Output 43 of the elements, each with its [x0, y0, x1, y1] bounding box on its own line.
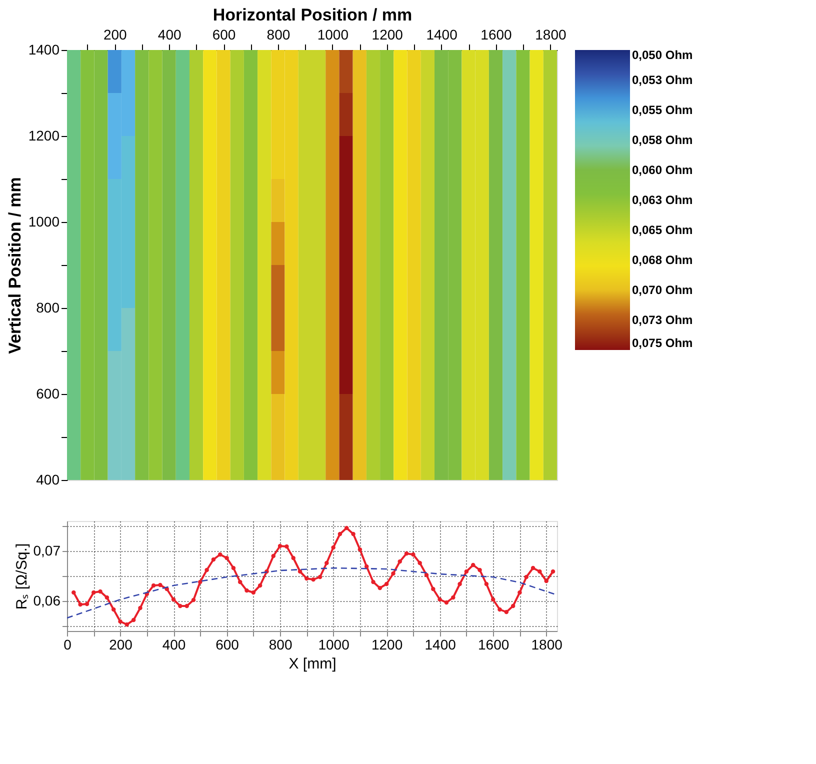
x-axis-title: Horizontal Position / mm: [212, 6, 412, 24]
y-tick-label: 0,06: [33, 592, 61, 608]
y-tick-label: 600: [36, 386, 60, 402]
x-tick-label: 1600: [480, 26, 512, 42]
color-bar-label: 0,058 Ohm: [632, 133, 693, 147]
x-tick-label: 1200: [372, 26, 404, 42]
y-tick-label: 0,07: [33, 542, 61, 558]
color-bar-label: 0,063 Ohm: [632, 193, 693, 207]
x-axis-title: X [mm]: [288, 656, 336, 672]
color-bar-label: 0,050 Ohm: [632, 48, 693, 62]
color-bar-label: 0,055 Ohm: [632, 103, 693, 117]
color-bar-label: 0,068 Ohm: [632, 253, 693, 267]
x-tick-label: 1800: [531, 636, 563, 652]
x-tick-label: 1800: [535, 26, 566, 42]
x-tick-label: 1000: [317, 26, 349, 42]
x-tick-label: 0: [64, 636, 72, 652]
color-bar-label: 0,060 Ohm: [632, 163, 693, 177]
x-tick-label: 1200: [371, 636, 403, 652]
line-series: [67, 567, 557, 619]
color-bar-label: 0,073 Ohm: [632, 313, 693, 327]
color-bar-label: 0,053 Ohm: [632, 73, 693, 87]
y-axis-title: Rₛ [Ω/Sq.]: [13, 543, 30, 610]
x-tick-label: 400: [162, 636, 186, 652]
y-tick-label: 1000: [28, 214, 60, 230]
color-bar-label: 0,075 Ohm: [632, 336, 693, 350]
x-tick-label: 1400: [426, 26, 458, 42]
x-tick-label: 400: [158, 26, 182, 42]
y-tick-label: 800: [36, 300, 60, 316]
x-tick-label: 800: [266, 26, 290, 42]
color-bar-label: 0,070 Ohm: [632, 283, 693, 297]
y-tick-label: 400: [36, 472, 60, 488]
x-tick-label: 1600: [478, 636, 510, 652]
y-axis-title: Vertical Position / mm: [5, 177, 24, 354]
x-tick-label: 200: [103, 26, 128, 42]
x-tick-label: 1000: [318, 636, 350, 652]
x-tick-label: 1400: [424, 636, 456, 652]
y-tick-label: 1400: [28, 42, 60, 58]
color-bar-label: 0,065 Ohm: [632, 223, 693, 237]
x-tick-label: 600: [212, 26, 236, 42]
x-tick-label: 800: [268, 636, 292, 652]
y-tick-label: 1200: [28, 128, 60, 144]
x-tick-label: 600: [216, 636, 240, 652]
x-tick-label: 200: [109, 636, 133, 652]
